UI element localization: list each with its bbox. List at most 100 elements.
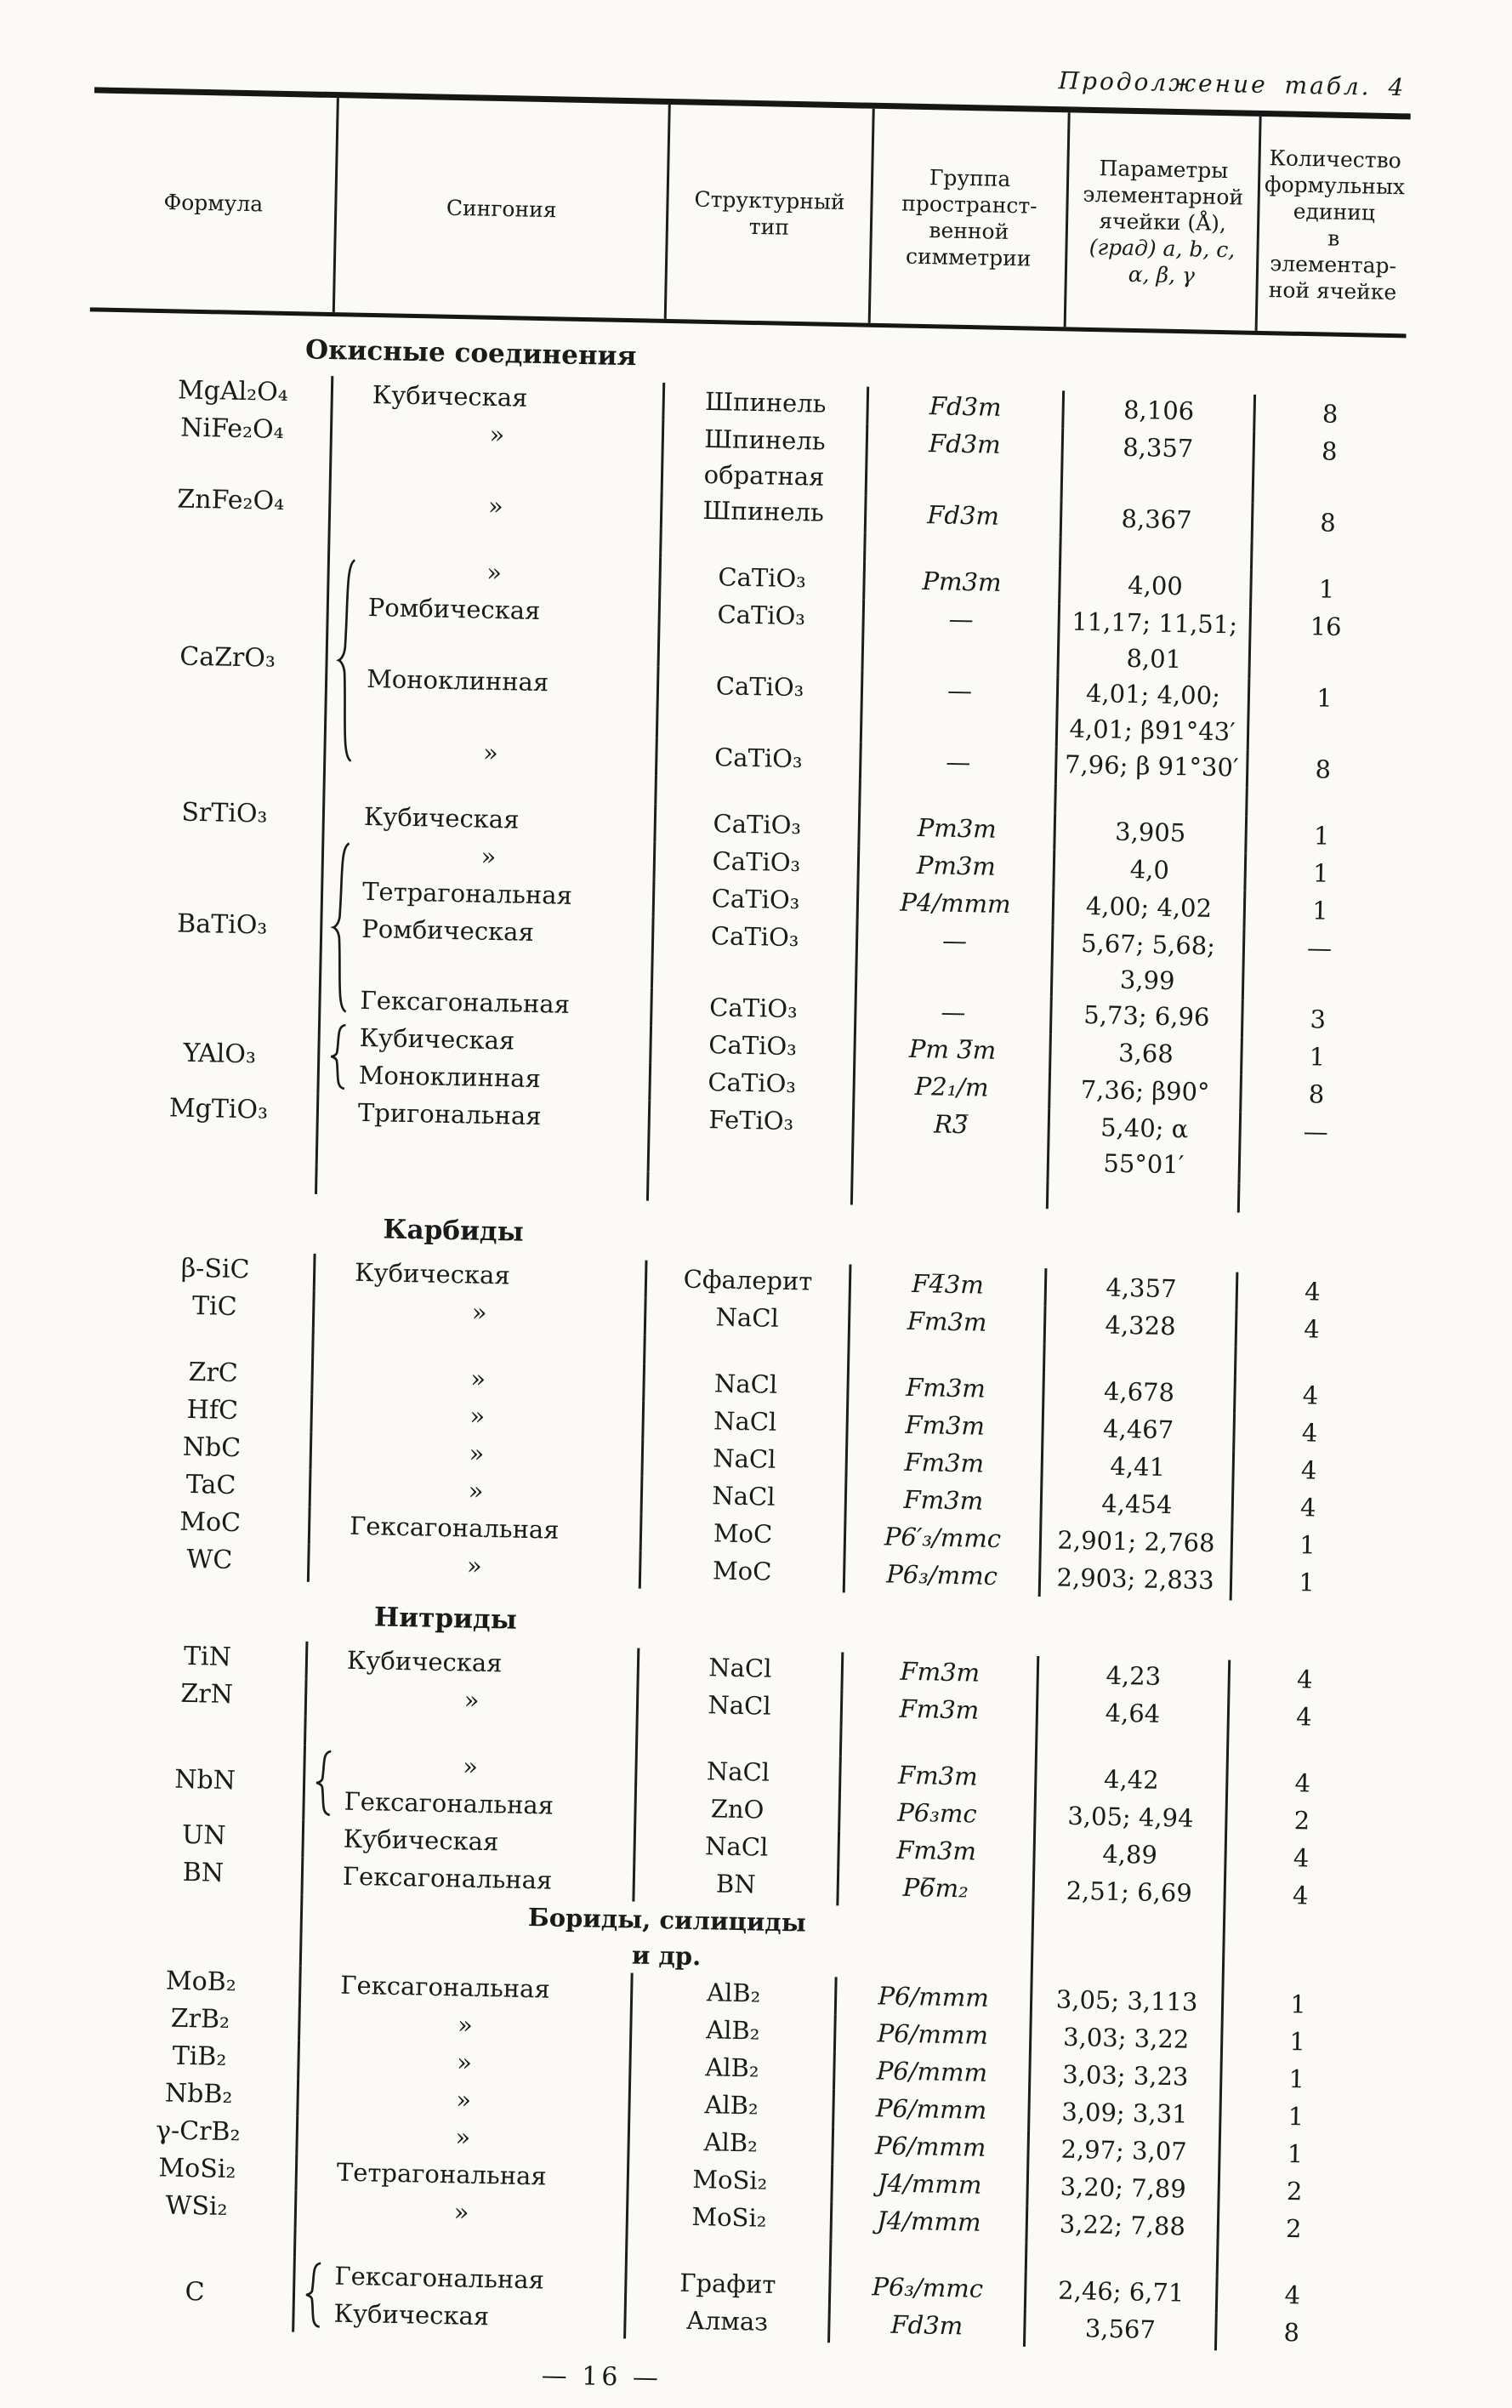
formula-cell: SrTiO₃ — [181, 797, 268, 829]
cell-params-cell: 4,678 — [1042, 1372, 1234, 1414]
space-group-cell: R3̅ — [850, 1104, 1049, 1181]
group-brace — [299, 2262, 323, 2329]
singonia-cell: » — [480, 841, 497, 872]
header-cell-params: Параметры элементарной ячейки (Å), (град… — [1063, 112, 1259, 331]
singonia-cell: Моноклинная — [366, 663, 549, 697]
structure-type-cell: BN — [632, 1864, 838, 1906]
formula-units-cell: 8 — [1251, 431, 1405, 507]
formula-units-cell — [1249, 540, 1402, 573]
formula-units-cell: 1 — [1243, 853, 1396, 895]
space-group-cell: P6/mmm — [832, 2052, 1029, 2093]
space-group-cell: Pm3m — [857, 808, 1054, 851]
formula-units-cell: 1 — [1249, 569, 1401, 611]
space-group-cell: J4/mmm — [830, 2164, 1027, 2206]
formula-cell: NbN — [173, 1764, 236, 1796]
structure-type-cell: AlB₂ — [628, 2010, 834, 2052]
space-group-cell — [828, 2239, 1026, 2272]
formula-cell: MoSi₂ — [158, 2153, 236, 2185]
formula-cell: HfC — [186, 1394, 239, 1426]
formula-units-cell: 1 — [1219, 2059, 1372, 2100]
formula-cell — [80, 764, 323, 798]
singonia-cell: Кубическая — [372, 380, 528, 413]
formula-units-cell — [1225, 1734, 1378, 1768]
space-group-cell: P6̅m₂ — [836, 1868, 1033, 1910]
space-group-cell: Pm3m — [862, 561, 1059, 604]
structure-type-cell: NaCl — [635, 1685, 841, 1728]
formula-units-cell: 8 — [1239, 1074, 1391, 1116]
header-text: симметрии — [905, 243, 1032, 271]
cell-params-cell: 4,357 — [1043, 1268, 1236, 1310]
formula-units-cell: — — [1241, 928, 1395, 1004]
structure-type-cell: Графит — [623, 2263, 829, 2306]
formula-cell: UN — [181, 1819, 226, 1851]
formula-units-cell: 1 — [1219, 2097, 1371, 2138]
header-text: единиц — [1293, 198, 1376, 225]
formula-units-cell: 4 — [1226, 1697, 1379, 1739]
singonia-cell: Гексагональная — [339, 1970, 551, 2004]
table-group: C Гексагональная Графит P6₃/mmc 2,46; 6,71 4 К… — [49, 2252, 1367, 2354]
header-text: формульных — [1264, 172, 1406, 200]
header-text: ячейки (Å), — [1099, 208, 1227, 236]
formula-units-cell — [1245, 787, 1397, 820]
formula-units-cell: 1 — [1242, 891, 1395, 932]
cell-params-cell: 4,23 — [1036, 1656, 1229, 1698]
header-singonia: Сингония — [332, 98, 668, 319]
formula-units-cell: 8 — [1250, 503, 1403, 544]
empty-cell — [1221, 1913, 1375, 1989]
singonia-cell: Ромбическая — [367, 592, 541, 626]
structure-type-cell — [624, 2234, 830, 2269]
table-sheet: Продолжение табл. 4 Формула Сингония Стр… — [48, 47, 1412, 2407]
structure-type-cell: Шпинель — [659, 491, 865, 533]
cell-params-cell: 3,20; 7,89 — [1026, 2167, 1219, 2210]
section-block: Бориды, силициды и др. MoB₂ Гексагональная… — [49, 1890, 1375, 2354]
space-group-cell: P6/mmm — [832, 2089, 1028, 2131]
structure-type-cell: MoC — [639, 1513, 844, 1556]
singonia-cell: Тетрагональная — [361, 876, 573, 910]
structure-type-cell: CaTiO₃ — [652, 841, 858, 884]
structure-type-cell: NaCl — [636, 1648, 842, 1690]
space-group-cell — [858, 779, 1054, 813]
singonia-cell: Гексагональная — [349, 1511, 560, 1545]
formula-units-cell: 4 — [1227, 1659, 1380, 1701]
header-text: Формула — [163, 189, 264, 216]
space-group-cell: P6/mmm — [833, 1977, 1031, 2018]
space-group-cell: — — [858, 742, 1055, 784]
singonia-cell: » — [487, 491, 503, 521]
space-group-cell: Fm3m — [839, 1689, 1037, 1731]
singonia-cell: Гексагональная — [344, 1786, 554, 1820]
cell-params-cell: 3,68 — [1049, 1033, 1241, 1075]
formula-units-cell: 1 — [1229, 1563, 1382, 1604]
cell-params-cell — [1045, 1180, 1238, 1213]
structure-type-cell: NaCl — [640, 1438, 846, 1481]
formula-units-cell: 3 — [1240, 999, 1393, 1041]
structure-type-cell: AlB₂ — [628, 2047, 833, 2090]
space-group-cell: Fd3m — [866, 386, 1063, 429]
header-text: α, β, γ — [1128, 261, 1196, 287]
formula-units-cell: 4 — [1235, 1272, 1388, 1313]
structure-type-cell: CaTiO₃ — [650, 916, 856, 993]
formula-units-cell: 8 — [1245, 749, 1398, 791]
singonia-cell: » — [466, 1551, 482, 1580]
table-group: BaTiO₃» CaTiO₃ Pm3m 4,0 1 Тетрагональная CaTiO… — [76, 830, 1396, 1041]
singonia-cell: Гексагональная — [342, 1861, 553, 1895]
structure-type-cell: NaCl — [633, 1826, 838, 1869]
cell-params-cell: 4,42 — [1033, 1759, 1226, 1802]
formula-cell: WC — [186, 1544, 233, 1575]
formula-cell — [51, 2223, 294, 2257]
structure-type-cell: NaCl — [639, 1476, 845, 1518]
space-group-cell: P6₃mc — [838, 1793, 1034, 1835]
cell-params-cell: 3,09; 3,31 — [1027, 2092, 1219, 2135]
header-text: Параметры — [1099, 155, 1229, 183]
header-text: Сингония — [446, 195, 557, 222]
cell-params-cell — [1034, 1730, 1227, 1764]
cell-params-cell: 8,367 — [1059, 499, 1252, 541]
structure-type-cell: MoC — [638, 1551, 844, 1593]
singonia-cell: Кубическая — [354, 1257, 511, 1290]
formula-cell: MgTiO₃ — [168, 1093, 269, 1125]
cell-params-cell: 3,03; 3,22 — [1028, 2018, 1221, 2060]
table-header: Формула Сингония Структурный тип Группа … — [89, 87, 1411, 339]
header-text: Количество — [1269, 145, 1402, 174]
table-group: NbN » NaCl Fm3m 4,42 4 Гексагональная ZnO P6₃mc 3… — [60, 1740, 1378, 1842]
cell-params-cell — [1058, 537, 1251, 570]
formula-cell: NiFe₂O₄ — [179, 413, 285, 445]
